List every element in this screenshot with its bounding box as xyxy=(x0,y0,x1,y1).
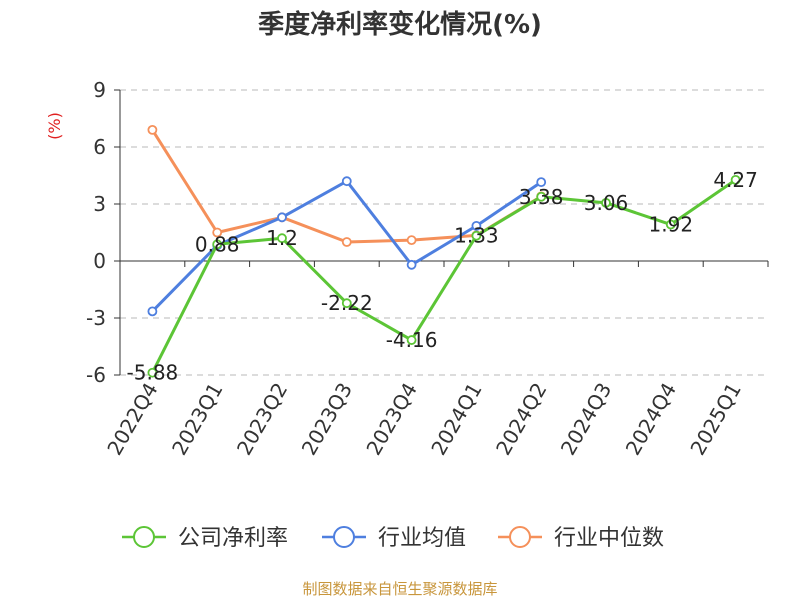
source-note: 制图数据来自恒生聚源数据库 xyxy=(302,580,498,598)
x-tick-label: 2022Q4 xyxy=(102,379,162,460)
data-label: -4.16 xyxy=(386,328,438,352)
data-label: 3.38 xyxy=(519,185,564,209)
y-tick-label: -6 xyxy=(86,363,106,387)
data-point xyxy=(665,219,676,230)
x-tick-label: 2024Q1 xyxy=(426,379,486,460)
data-point xyxy=(601,197,611,208)
data-label: 0.88 xyxy=(195,232,240,256)
x-tick-label: 2024Q2 xyxy=(491,379,551,460)
x-tick-label: 2024Q4 xyxy=(621,379,681,460)
data-point xyxy=(341,176,352,187)
data-point xyxy=(212,227,223,238)
y-tick-label: 6 xyxy=(93,135,106,159)
data-label: 1.33 xyxy=(454,224,499,248)
data-point xyxy=(147,124,158,135)
data-label: 3.06 xyxy=(584,191,629,215)
data-point xyxy=(147,367,158,378)
legend-label: 公司净利率 xyxy=(178,526,288,551)
data-point xyxy=(212,239,223,250)
data-point xyxy=(277,212,287,223)
x-tick-label: 2023Q3 xyxy=(297,379,357,460)
data-point xyxy=(341,298,352,309)
data-point xyxy=(406,335,417,345)
x-tick-label: 2025Q1 xyxy=(685,379,745,460)
data-label: 4.27 xyxy=(713,168,758,192)
y-tick-label: 3 xyxy=(93,192,106,216)
y-axis-label: (%) xyxy=(45,112,64,140)
data-label: 1.92 xyxy=(649,213,694,237)
y-tick-label: 0 xyxy=(93,249,106,273)
x-tick-label: 2024Q3 xyxy=(556,379,616,460)
data-point xyxy=(471,220,482,231)
x-tick-label: 2023Q1 xyxy=(167,379,227,460)
legend-marker xyxy=(509,526,531,548)
data-point xyxy=(471,230,482,241)
chart-title: 季度净利率变化情况(%) xyxy=(258,10,542,40)
data-point xyxy=(536,191,547,202)
data-point xyxy=(536,177,547,188)
legend-label: 行业均值 xyxy=(378,526,466,551)
data-point xyxy=(277,233,287,244)
data-point xyxy=(406,235,417,246)
data-label: -5.88 xyxy=(127,361,179,385)
data-point xyxy=(730,174,741,185)
x-tick-label: 2023Q2 xyxy=(232,379,292,460)
x-tick-label: 2023Q4 xyxy=(361,379,421,460)
y-tick-label: -3 xyxy=(86,306,106,330)
legend-marker xyxy=(133,526,155,548)
data-point xyxy=(406,259,417,270)
data-label: -2.22 xyxy=(321,291,373,315)
data-label: 1.2 xyxy=(266,226,298,250)
data-point xyxy=(147,306,158,317)
legend-marker xyxy=(333,526,355,548)
legend-label: 行业中位数 xyxy=(554,526,664,551)
y-tick-label: 9 xyxy=(93,78,106,102)
series-line xyxy=(151,178,737,374)
data-point xyxy=(341,237,352,247)
